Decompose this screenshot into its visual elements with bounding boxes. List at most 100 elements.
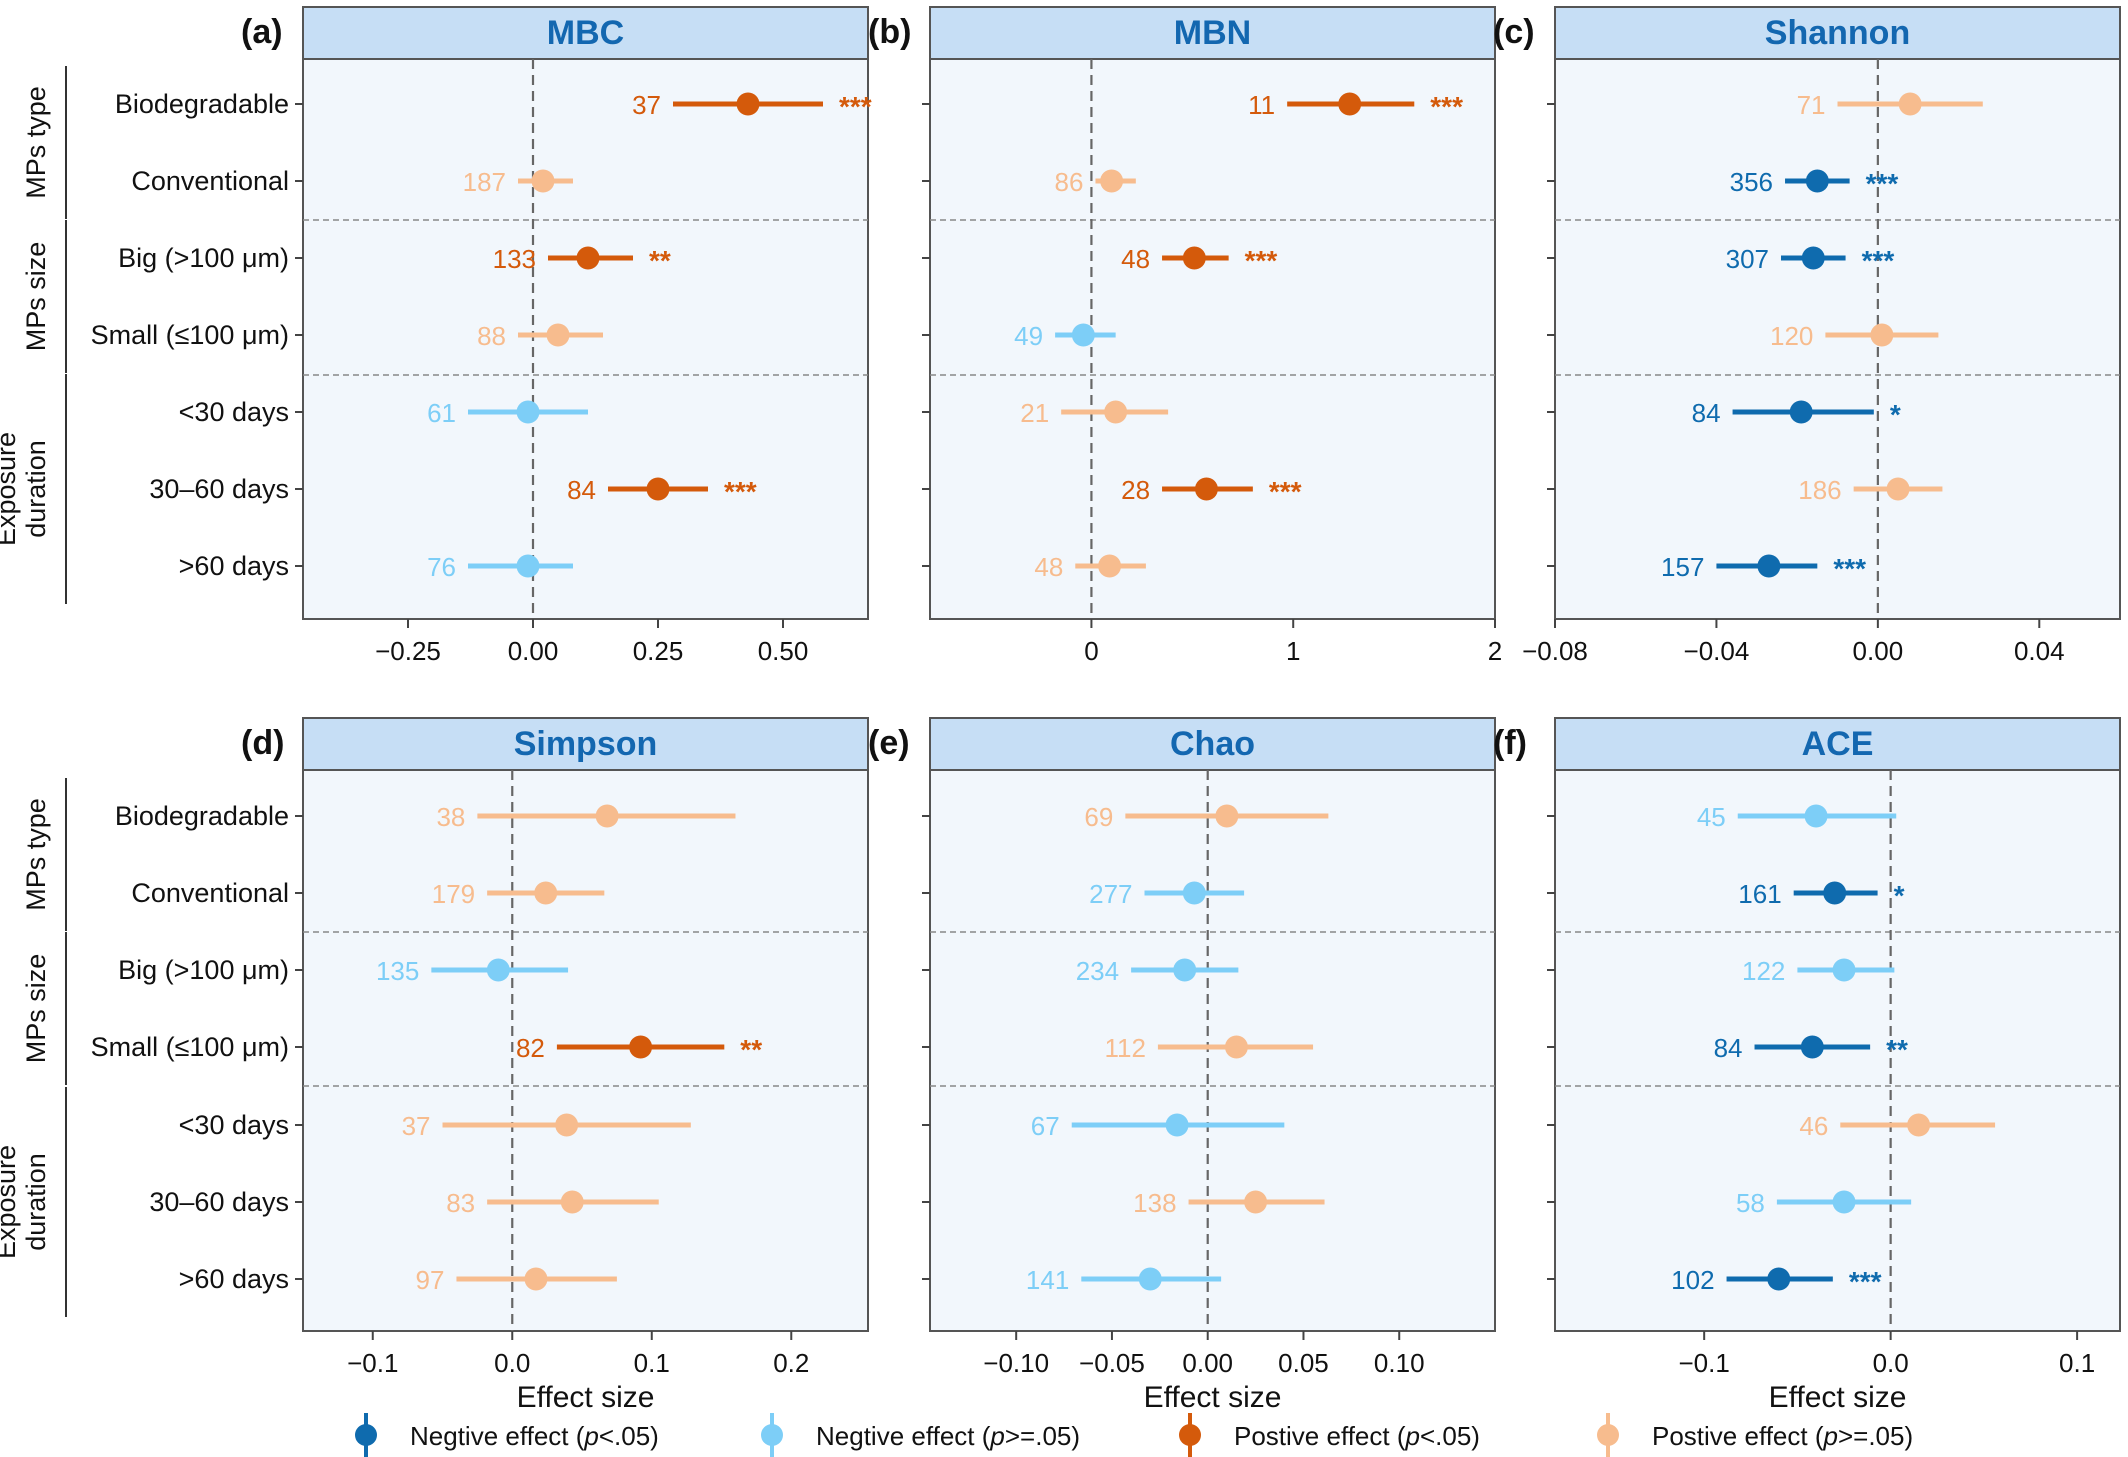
effect-point: 28 *** bbox=[1121, 475, 1302, 507]
panel-body bbox=[1554, 769, 2121, 1332]
effect-point: 83 bbox=[446, 1188, 659, 1218]
panel-strip bbox=[302, 717, 869, 771]
sample-size-label: 84 bbox=[1714, 1033, 1743, 1063]
point-estimate bbox=[1832, 958, 1856, 982]
sample-size-label: 28 bbox=[1121, 475, 1150, 505]
panel-body bbox=[302, 769, 869, 1332]
sample-size-label: 46 bbox=[1799, 1111, 1828, 1141]
group-label: MPs size bbox=[21, 242, 51, 352]
point-estimate bbox=[1804, 804, 1828, 828]
sample-size-label: 141 bbox=[1026, 1265, 1069, 1295]
significance-label: ** bbox=[1886, 1034, 1908, 1065]
panel-strip bbox=[302, 6, 869, 60]
effect-point: 133 ** bbox=[493, 244, 671, 276]
sample-size-label: 161 bbox=[1738, 879, 1781, 909]
legend-label: Postive effect (p>=.05) bbox=[1652, 1421, 1913, 1451]
panel-body bbox=[302, 58, 869, 620]
point-estimate bbox=[1886, 477, 1910, 501]
point-estimate bbox=[1098, 554, 1122, 578]
effect-point: 46 bbox=[1799, 1111, 1996, 1141]
point-estimate bbox=[736, 92, 760, 116]
effect-point: 120 bbox=[1770, 321, 1939, 351]
effect-point: 86 bbox=[1055, 167, 1136, 197]
effect-point: 307 *** bbox=[1726, 244, 1895, 276]
point-estimate bbox=[524, 1267, 548, 1291]
x-tick-label: 0.10 bbox=[1374, 1348, 1425, 1378]
legend-label: Postive effect (p<.05) bbox=[1234, 1421, 1480, 1451]
point-estimate bbox=[560, 1190, 584, 1214]
point-estimate bbox=[1104, 400, 1128, 424]
panel-tag: (f) bbox=[1493, 724, 1527, 762]
effect-point: 37 *** bbox=[632, 90, 872, 122]
point-estimate bbox=[1800, 1035, 1824, 1059]
point-estimate bbox=[576, 246, 600, 270]
point-estimate bbox=[1138, 1267, 1162, 1291]
sample-size-label: 38 bbox=[436, 802, 465, 832]
sample-size-label: 61 bbox=[427, 398, 456, 428]
sample-size-label: 157 bbox=[1661, 552, 1704, 582]
x-tick-label: 0.1 bbox=[634, 1348, 670, 1378]
sample-size-label: 186 bbox=[1798, 475, 1841, 505]
point-estimate bbox=[1215, 804, 1239, 828]
effect-point: 21 bbox=[1020, 398, 1169, 428]
x-tick-label: −0.05 bbox=[1079, 1348, 1145, 1378]
sample-size-label: 76 bbox=[427, 552, 456, 582]
panel-title: MBN bbox=[1174, 14, 1251, 52]
point-estimate bbox=[516, 554, 540, 578]
group-label: Exposure bbox=[0, 1145, 21, 1259]
effect-point: 61 bbox=[427, 398, 588, 428]
panel-ace: (f) ACE −0.1 0.0 0.1 Effect size 45 161 * 122 84 **… bbox=[1493, 717, 2121, 1414]
point-estimate bbox=[1767, 1267, 1791, 1291]
row-label: Biodegradable bbox=[115, 801, 289, 831]
x-tick-label: 0.25 bbox=[633, 636, 684, 666]
effect-point: 157 *** bbox=[1661, 552, 1866, 584]
legend-item-pos_sig: Postive effect (p<.05) bbox=[1179, 1413, 1480, 1457]
effect-point: 186 bbox=[1798, 475, 1943, 505]
x-tick-label: 0.50 bbox=[758, 636, 809, 666]
panel-tag: (d) bbox=[241, 724, 284, 762]
significance-label: *** bbox=[1849, 1266, 1882, 1297]
sample-size-label: 71 bbox=[1797, 90, 1826, 120]
x-tick-label: 0.00 bbox=[1853, 636, 1904, 666]
sample-size-label: 234 bbox=[1076, 956, 1119, 986]
x-tick-label: 0.05 bbox=[1278, 1348, 1329, 1378]
sample-size-label: 82 bbox=[516, 1033, 545, 1063]
panel-chao: (e) Chao −0.10 −0.05 0.00 0.05 0.10 Effect size… bbox=[868, 717, 1496, 1414]
x-axis-title: Effect size bbox=[1769, 1381, 1907, 1414]
point-estimate bbox=[646, 477, 670, 501]
sample-size-label: 67 bbox=[1031, 1111, 1060, 1141]
sample-size-label: 187 bbox=[463, 167, 506, 197]
panel-mbn: (b) MBN 0 1 2 11 *** 86 48 *** 49 21 28 *** 48 bbox=[868, 6, 1502, 666]
sample-size-label: 112 bbox=[1104, 1033, 1145, 1063]
legend-key-point bbox=[1597, 1424, 1619, 1446]
significance-label: *** bbox=[1833, 553, 1866, 584]
x-tick-label: 0.04 bbox=[2014, 636, 2065, 666]
panel-strip bbox=[929, 717, 1496, 771]
panel-body bbox=[929, 769, 1496, 1332]
sample-size-label: 58 bbox=[1736, 1188, 1765, 1218]
point-estimate bbox=[1071, 323, 1095, 347]
row-label: Conventional bbox=[131, 878, 289, 908]
legend: Negtive effect (p<.05) Negtive effect (p>… bbox=[355, 1413, 1913, 1457]
row-label: <30 days bbox=[179, 397, 289, 427]
effect-point: 37 bbox=[402, 1111, 691, 1141]
row-label: 30–60 days bbox=[149, 474, 289, 504]
legend-item-neg_ns: Negtive effect (p>=.05) bbox=[761, 1413, 1080, 1457]
point-estimate bbox=[1165, 1113, 1189, 1137]
sample-size-label: 138 bbox=[1133, 1188, 1176, 1218]
effect-point: 67 bbox=[1031, 1111, 1285, 1141]
significance-label: *** bbox=[1866, 168, 1899, 199]
point-estimate bbox=[629, 1035, 653, 1059]
point-estimate bbox=[1832, 1190, 1856, 1214]
panel-title: Shannon bbox=[1765, 14, 1910, 52]
sample-size-label: 135 bbox=[376, 956, 419, 986]
effect-point: 161 * bbox=[1738, 879, 1904, 911]
group-label: MPs size bbox=[21, 954, 51, 1064]
effect-point: 48 bbox=[1034, 552, 1146, 582]
significance-label: *** bbox=[1269, 476, 1302, 507]
group-label: MPs type bbox=[21, 86, 51, 199]
panel-title: Chao bbox=[1170, 725, 1255, 763]
point-estimate bbox=[1194, 477, 1218, 501]
sample-size-label: 48 bbox=[1121, 244, 1150, 274]
point-estimate bbox=[555, 1113, 579, 1137]
